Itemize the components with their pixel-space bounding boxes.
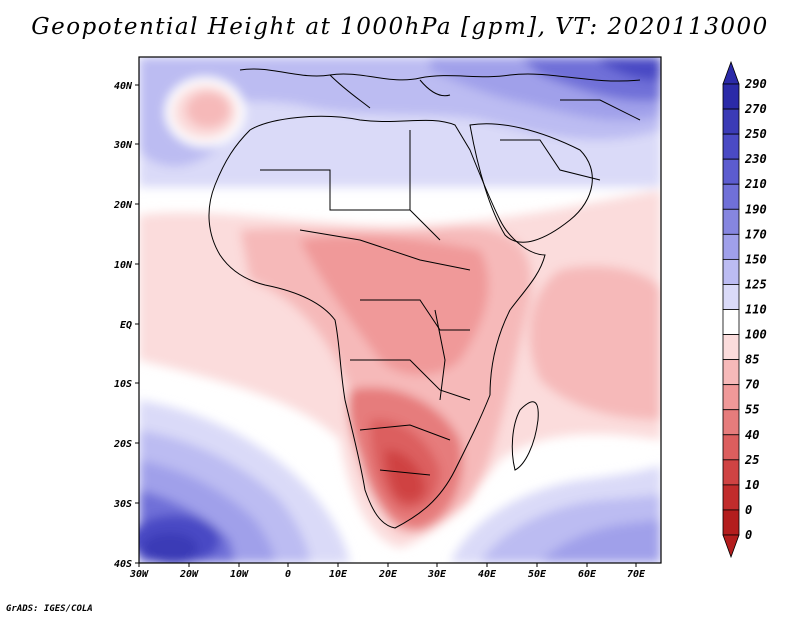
map-frame bbox=[138, 56, 662, 564]
lat-tick-label: 10S bbox=[114, 379, 132, 390]
colorbar-swatch bbox=[722, 208, 740, 235]
colorbar-label: 270 bbox=[744, 102, 767, 116]
colorbar-label: 110 bbox=[745, 303, 767, 317]
lon-tick-label: 10E bbox=[329, 569, 348, 580]
lon-tick-label: 0 bbox=[285, 569, 291, 580]
lat-tick-label: 30N bbox=[113, 140, 133, 151]
colorbar-swatch bbox=[722, 133, 740, 160]
credit-label: GrADS: IGES/COLA bbox=[6, 604, 93, 614]
colorbar-label: 55 bbox=[745, 403, 759, 417]
colorbar-swatch bbox=[722, 108, 740, 135]
colorbar-label: 100 bbox=[745, 328, 767, 342]
colorbar-top-arrow bbox=[722, 60, 740, 85]
lat-tick-label: 20S bbox=[113, 439, 132, 450]
colorbar-bottom-arrow bbox=[722, 534, 740, 559]
colorbar-label: 170 bbox=[745, 227, 767, 241]
colorbar-label: 40 bbox=[745, 428, 759, 442]
colorbar-swatch bbox=[722, 233, 740, 260]
colorbar-swatch bbox=[722, 334, 740, 361]
colorbar-swatch bbox=[722, 434, 740, 461]
colorbar-swatch bbox=[722, 484, 740, 511]
colorbar-label: 25 bbox=[744, 453, 759, 467]
lat-tick-label: 40N bbox=[114, 81, 133, 92]
colorbar-swatch bbox=[722, 258, 740, 285]
colorbar-swatch bbox=[722, 409, 740, 436]
colorbar: 2902702502302101901701501251101008570554… bbox=[722, 60, 767, 559]
colorbar-label: 125 bbox=[745, 277, 767, 291]
coastlines bbox=[208, 68, 641, 529]
lat-tick-label: 40S bbox=[114, 559, 132, 570]
colorbar-swatch bbox=[722, 359, 740, 386]
lat-axis: 40N 30N 20N 10N EQ 10S 20S 30S 40S bbox=[113, 81, 139, 570]
lat-tick-label: EQ bbox=[120, 320, 132, 331]
colorbar-label: 0 bbox=[745, 503, 752, 517]
colorbar-label: 85 bbox=[745, 353, 759, 367]
colorbar-swatch bbox=[722, 183, 740, 210]
lon-tick-label: 20W bbox=[179, 569, 199, 580]
colorbar-swatch bbox=[722, 509, 740, 536]
colorbar-swatch bbox=[722, 384, 740, 411]
colorbar-label: 210 bbox=[744, 177, 767, 191]
lon-tick-label: 10W bbox=[230, 569, 249, 580]
lon-axis: 30W 20W 10W 0 10E 20E 30E 40E 50E 60E 70… bbox=[129, 563, 646, 580]
colorbar-label: 230 bbox=[744, 152, 767, 166]
colorbar-swatch bbox=[722, 284, 740, 310]
colorbar-label: 290 bbox=[744, 77, 767, 91]
colorbar-label: 0 bbox=[745, 528, 752, 542]
colorbar-swatch bbox=[722, 309, 740, 335]
lat-tick-label: 10N bbox=[114, 260, 133, 271]
colorbar-label: 70 bbox=[745, 378, 759, 392]
lon-tick-label: 60E bbox=[578, 569, 597, 580]
colorbar-swatch bbox=[722, 158, 740, 185]
lat-tick-label: 20N bbox=[113, 200, 133, 211]
lon-tick-label: 50E bbox=[528, 569, 547, 580]
lon-tick-label: 40E bbox=[478, 569, 497, 580]
lon-tick-label: 70E bbox=[627, 569, 646, 580]
colorbar-label: 250 bbox=[744, 127, 767, 141]
colorbar-label: 190 bbox=[745, 202, 767, 216]
colorbar-label: 150 bbox=[745, 252, 767, 266]
lon-tick-label: 30W bbox=[129, 569, 149, 580]
lon-tick-label: 30E bbox=[427, 569, 447, 580]
height-field bbox=[139, 57, 661, 563]
lon-tick-label: 20E bbox=[378, 569, 398, 580]
colorbar-swatch bbox=[722, 83, 740, 110]
colorbar-label: 10 bbox=[745, 478, 759, 492]
map-title: Geopotential Height at 1000hPa [gpm], VT… bbox=[31, 14, 769, 40]
lat-tick-label: 30S bbox=[113, 499, 132, 510]
colorbar-swatch bbox=[722, 459, 740, 486]
